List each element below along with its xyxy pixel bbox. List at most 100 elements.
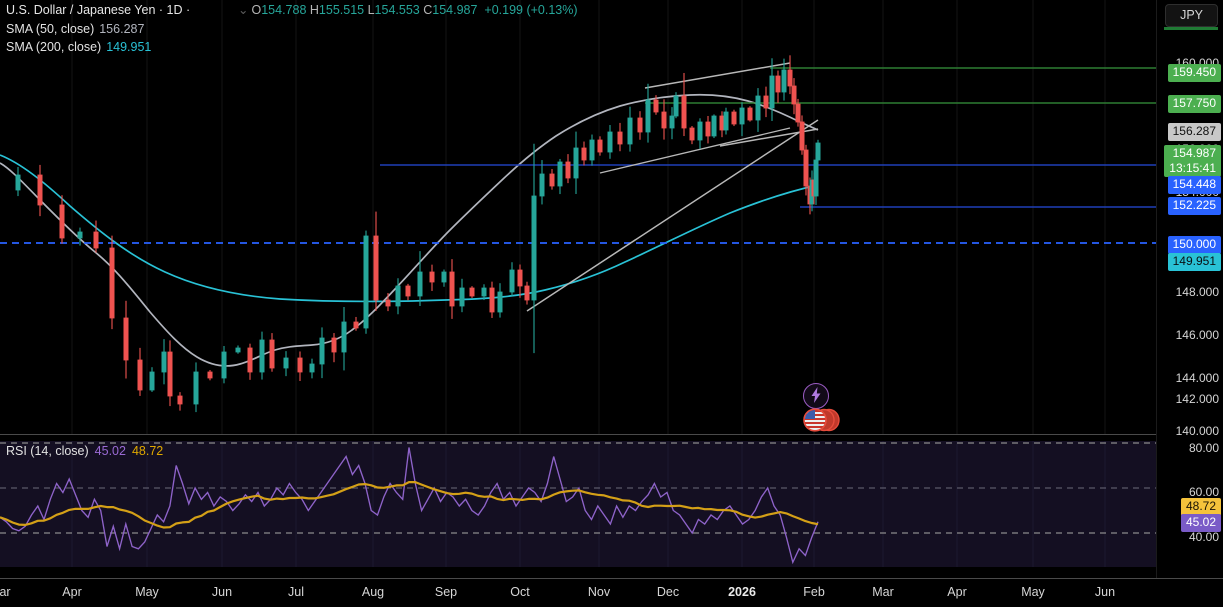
candle-body: [193, 371, 199, 405]
candle-body: [161, 351, 167, 373]
candle-body: [661, 111, 667, 129]
price-chart-pane[interactable]: [0, 0, 1156, 434]
trendline-rising-support: [526, 119, 819, 312]
rsi-ma-value: 48.72: [131, 444, 164, 458]
price-plot: [0, 0, 1156, 434]
rsi-ma-tag[interactable]: 48.72: [1180, 498, 1221, 516]
rsi-line: [0, 447, 819, 565]
rsi-tick-60-00: 60.00: [1188, 485, 1219, 499]
candle-body: [815, 142, 821, 161]
candle-body: [653, 99, 659, 113]
sma50-value: 156.287: [99, 22, 145, 36]
candle-body: [723, 111, 729, 131]
candle-body: [15, 174, 21, 191]
candle-body: [645, 99, 651, 133]
price-tick-140-000: 140.000: [1175, 424, 1219, 438]
candle-body: [531, 195, 537, 301]
rsi-legend[interactable]: RSI (14, close) 45.02 48.72: [6, 444, 163, 459]
price-scale[interactable]: 160.000158.000156.000154.000152.000148.0…: [1157, 0, 1223, 578]
candle-body: [489, 287, 495, 313]
candle-body: [627, 117, 633, 145]
candle-body: [673, 95, 679, 117]
economic-event-bolt[interactable]: [803, 383, 829, 409]
sma200-value: 149.951: [106, 40, 152, 54]
candle-body: [137, 359, 143, 391]
candle-body: [775, 75, 781, 93]
resistance-159450[interactable]: 159.450: [1167, 64, 1221, 82]
candle-body: [353, 321, 359, 329]
sma50-line: [0, 93, 819, 367]
low-label: L: [367, 3, 375, 17]
candle-body: [739, 107, 745, 125]
pane-separator[interactable]: [0, 434, 1156, 435]
rsi-label: RSI (14, close): [6, 444, 89, 458]
support-154448[interactable]: 154.448: [1167, 176, 1221, 194]
scale-separator: [1156, 0, 1157, 578]
close-label: C: [423, 3, 433, 17]
candle-body: [549, 173, 555, 187]
rsi-value-tag[interactable]: 45.02: [1180, 514, 1221, 532]
sma200-label: SMA (200, close): [6, 40, 102, 54]
low-value: 154.553: [374, 3, 420, 17]
candle-body: [167, 351, 173, 397]
candle-body: [37, 174, 43, 206]
economic-event-usd[interactable]: [803, 408, 841, 432]
open-label: O: [251, 3, 262, 17]
candle-body: [497, 291, 503, 313]
candle-body: [539, 173, 545, 197]
candle-body: [719, 115, 725, 131]
sma200-legend[interactable]: SMA (200, close) 149.951: [6, 40, 151, 55]
candlestick-series: [15, 55, 821, 413]
currency-badge-label: JPY: [1180, 8, 1203, 22]
support-152225[interactable]: 152.225: [1167, 197, 1221, 215]
time-label-apr: Apr: [947, 585, 967, 599]
candle-body: [791, 85, 797, 105]
level-150000[interactable]: 150.000: [1167, 236, 1221, 254]
candle-body: [705, 121, 711, 137]
candle-body: [449, 271, 455, 307]
candle-body: [319, 337, 325, 365]
candle-body: [509, 269, 515, 293]
candle-body: [787, 69, 793, 87]
sma200-line: [0, 154, 819, 303]
rsi-vertical-gridlines: [71, 441, 1106, 567]
candle-body: [429, 271, 435, 283]
time-label-mar: Mar: [872, 585, 894, 599]
legend-divider: ⌄: [238, 3, 249, 17]
sma50-legend[interactable]: SMA (50, close) 156.287: [6, 22, 144, 37]
candle-body: [235, 347, 241, 353]
currency-badge[interactable]: JPY: [1165, 4, 1218, 27]
rsi-tick-80-00: 80.00: [1188, 441, 1219, 455]
candle-body: [441, 271, 447, 283]
candle-body: [681, 95, 687, 129]
symbol-legend[interactable]: U.S. Dollar / Japanese Yen · 1D ·: [6, 3, 190, 18]
candle-body: [481, 287, 487, 297]
candle-body: [524, 285, 530, 301]
candle-body: [581, 147, 587, 161]
change-value: +0.199 (+0.13%): [484, 3, 578, 17]
time-axis[interactable]: ar Apr May Jun Jul Aug Sep Oct Nov Dec 2026 Feb Mar A…: [0, 579, 1223, 607]
price-tick-148-000: 148.000: [1175, 285, 1219, 299]
candle-body: [747, 107, 753, 121]
candle-body: [221, 351, 227, 379]
candle-body: [689, 127, 695, 141]
candle-body: [755, 95, 761, 121]
candle-body: [517, 269, 523, 287]
last-price-tag[interactable]: 154.987 13:15:41: [1164, 145, 1221, 177]
candle-body: [763, 95, 769, 109]
rsi-ma-line: [0, 481, 819, 529]
candle-body: [395, 285, 401, 307]
candle-body: [123, 317, 129, 361]
candle-body: [799, 121, 805, 151]
time-label-aug: Aug: [361, 585, 385, 599]
candle-body: [589, 139, 595, 161]
time-label-jun: Jun: [211, 585, 233, 599]
sma50-tag[interactable]: 156.287: [1167, 123, 1221, 141]
candle-body: [309, 363, 315, 373]
candle-body: [711, 115, 717, 137]
resistance-157750[interactable]: 157.750: [1167, 95, 1221, 113]
sma200-tag[interactable]: 149.951: [1167, 253, 1221, 271]
trendline-upper-channel: [644, 62, 791, 89]
rsi-pane[interactable]: [0, 441, 1156, 567]
